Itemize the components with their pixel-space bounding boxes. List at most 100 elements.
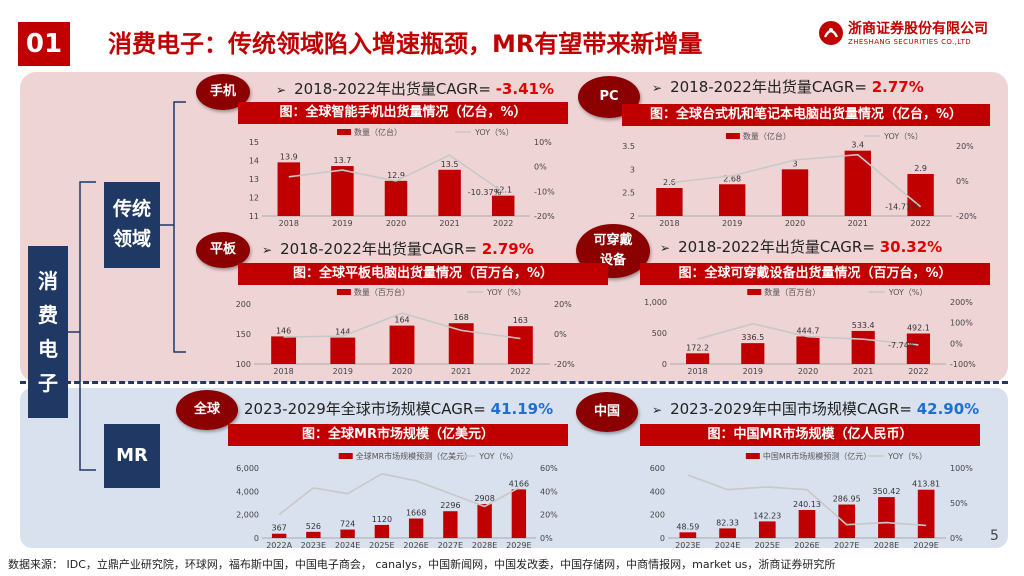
tablet-shipments-chart: 数量（百万台） YOY（%） 100 150 200 -20% 0% 20% 146 2018 14… <box>236 287 575 376</box>
consumer-electronics-label: 消 费 电 子 <box>28 246 68 418</box>
company-name-en: ZHESHANG SECURITIES CO.,LTD <box>848 38 972 46</box>
y2-tick-label: 0% <box>534 163 547 172</box>
y-tick-label: 0 <box>254 534 259 543</box>
global-cagr: 2023-2029年全球市场规模CAGR= 41.19% <box>244 400 554 418</box>
x-tick-label: 2028E <box>874 541 899 550</box>
x-tick-label: 2019 <box>743 367 763 376</box>
bar-value-label: 13.9 <box>280 152 298 161</box>
bar <box>330 337 356 364</box>
y-tick-label: 12 <box>249 194 259 203</box>
consumer-char-4: 子 <box>38 371 58 395</box>
y2-tick-label: 0% <box>950 339 963 348</box>
bar-value-label: 3.4 <box>851 141 864 150</box>
bar-value-label: 336.5 <box>741 333 764 342</box>
bar <box>374 524 390 538</box>
bar <box>679 532 697 538</box>
y-tick-label: 11 <box>249 212 259 221</box>
y2-tick-label: 20% <box>554 300 572 309</box>
y2-tick-label: 10% <box>534 138 552 147</box>
y-tick-label: 150 <box>236 330 251 339</box>
bar <box>798 509 816 538</box>
traditional-field-label: 传统 领域 <box>104 182 160 268</box>
y-tick-label: 500 <box>652 329 667 338</box>
china-mr-market-chart: 中国MR市场规模预测（亿元） YOY（%） 0 200 400 600 0% 50% 100% 4… <box>650 451 974 550</box>
arrow-icon: ➢ <box>276 83 287 97</box>
x-tick-label: 2027E <box>834 541 859 550</box>
wearable-pill: 可穿戴 设备 <box>576 224 650 278</box>
bar-value-label: 82.33 <box>716 518 739 527</box>
bar-value-label: 1668 <box>406 509 426 518</box>
y-tick-label: 3.5 <box>622 142 635 151</box>
x-tick-label: 2029E <box>506 541 531 550</box>
bar-value-label: 2908 <box>474 494 494 503</box>
y2-tick-label: 20% <box>956 142 974 151</box>
bar <box>796 336 820 364</box>
y-tick-label: 2 <box>630 212 635 221</box>
x-tick-label: 2027E <box>438 541 463 550</box>
yoy-line <box>288 154 504 193</box>
y2-tick-label: 40% <box>540 487 558 496</box>
x-tick-label: 2020 <box>785 219 805 228</box>
y2-tick-label: -20% <box>554 360 575 369</box>
bar <box>851 330 875 364</box>
legend-bar-swatch <box>725 133 740 139</box>
tablet-chart-title: 图：全球平板电脑出货量情况（百万台，%） <box>238 263 608 285</box>
china-cagr: ➢ 2023-2029年中国市场规模CAGR= 42.90% <box>652 400 980 418</box>
y2-tick-label: 0% <box>956 177 969 186</box>
y2-tick-label: 0% <box>950 534 963 543</box>
bar <box>906 333 930 364</box>
company-logo: 浙商证券股份有限公司 ZHESHANG SECURITIES CO.,LTD <box>812 16 1012 56</box>
bar <box>271 336 297 364</box>
legend-line-label: YOY（%） <box>474 128 514 137</box>
bar-value-label: 350.42 <box>872 487 900 496</box>
bar-value-label: 163 <box>513 316 528 325</box>
legend-bar-label: 数量（百万台） <box>764 287 820 297</box>
wearable-pill-line-1: 可穿戴 <box>593 233 633 248</box>
legend-line-label: YOY（%） <box>486 288 526 297</box>
pc-cagr: ➢ 2018-2022年出货量CAGR= 2.77% <box>652 78 924 96</box>
yoy-line <box>669 153 922 208</box>
legend-bar-label: 数量（百万台） <box>354 287 410 297</box>
x-tick-label: 2025E <box>369 541 394 550</box>
pc-chart-title: 图：全球台式机和笔记本电脑出货量情况（亿台，%） <box>622 104 990 126</box>
bar-value-label: 240.13 <box>793 500 821 509</box>
company-logo-icon <box>819 21 843 45</box>
y-tick-label: 0 <box>662 360 667 369</box>
bar-value-label: 724 <box>340 520 355 529</box>
x-tick-label: 2018 <box>659 219 679 228</box>
arrow-icon: ➢ <box>660 241 671 255</box>
y2-tick-label: -10% <box>534 187 555 196</box>
bar <box>511 489 527 538</box>
x-tick-label: 2019 <box>332 219 352 228</box>
bar <box>507 326 533 364</box>
y2-tick-label: 20% <box>540 511 558 520</box>
phone-shipments-chart: 数量（亿台） YOY（%） 11 12 13 14 15 -20% -10% 0% 10% 13.9 2… <box>249 127 555 228</box>
bar-value-label: 48.59 <box>676 522 699 531</box>
y-tick-label: 100 <box>236 360 251 369</box>
bar-value-label: 13.5 <box>441 160 459 169</box>
y2-tick-label: -20% <box>534 212 555 221</box>
bar <box>781 169 809 216</box>
y2-tick-label: 50% <box>950 499 968 508</box>
china-chart-title: 图：中国MR市场规模（亿人民币） <box>640 424 980 446</box>
y-tick-label: 1,000 <box>644 298 667 307</box>
global-mr-market-chart: 全球MR市场规模预测（亿美元） YOY（%） 0 2,000 4,000 6,000 0% 2… <box>236 451 558 550</box>
bar <box>408 518 424 538</box>
x-tick-label: 2026E <box>403 541 428 550</box>
bar-value-label: 2.9 <box>914 164 927 173</box>
x-tick-label: 2023E <box>301 541 326 550</box>
y2-tick-label: 200% <box>950 298 973 307</box>
legend-bar-swatch <box>338 453 353 459</box>
x-tick-label: 2024E <box>715 541 740 550</box>
y-tick-label: 4,000 <box>236 487 259 496</box>
bar <box>271 533 287 538</box>
bar <box>389 325 415 364</box>
x-tick-label: 2021 <box>451 367 471 376</box>
section-divider <box>20 381 1008 384</box>
bar <box>491 195 515 216</box>
y-tick-label: 400 <box>650 487 665 496</box>
legend-line-label: YOY（%） <box>888 288 928 297</box>
bar-value-label: 526 <box>306 522 321 531</box>
consumer-char-2: 费 <box>38 303 58 327</box>
